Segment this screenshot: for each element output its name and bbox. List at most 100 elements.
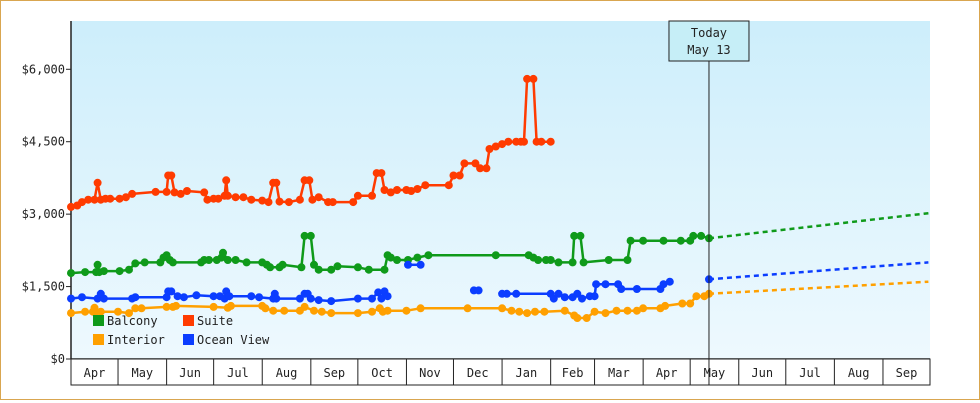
x-tick-label: Feb: [562, 366, 584, 380]
data-point: [576, 231, 585, 240]
series-interior: [67, 289, 713, 322]
data-point: [67, 294, 75, 303]
data-point: [327, 297, 336, 306]
data-point: [314, 265, 323, 274]
data-point: [137, 304, 146, 313]
data-point: [623, 256, 632, 264]
data-point: [523, 74, 532, 83]
data-point: [327, 265, 336, 274]
x-tick-label: Oct: [371, 366, 393, 380]
data-point: [368, 294, 376, 303]
data-point: [592, 280, 601, 289]
legend-item-balcony[interactable]: Balcony: [93, 314, 158, 328]
data-point: [623, 306, 632, 315]
data-point: [284, 198, 293, 207]
data-point: [560, 293, 569, 302]
data-point: [242, 258, 251, 267]
data-point: [482, 164, 491, 173]
legend-item-interior[interactable]: Interior: [93, 333, 165, 347]
data-point: [162, 302, 171, 311]
data-point: [661, 301, 670, 310]
data-point: [131, 304, 140, 313]
data-point: [96, 307, 105, 316]
today-label-box: [668, 20, 750, 62]
data-point: [474, 286, 483, 295]
data-point: [258, 196, 267, 205]
data-point: [554, 289, 563, 298]
data-point: [498, 304, 507, 313]
data-point: [449, 171, 458, 180]
data-point: [697, 231, 706, 240]
data-point: [689, 231, 698, 240]
legend[interactable]: Balcony Suite Interior Ocean View: [93, 314, 270, 347]
data-point: [78, 198, 86, 207]
series-ocean-view: [469, 286, 483, 295]
data-point: [306, 294, 315, 303]
data-point: [546, 137, 555, 146]
data-point: [173, 292, 182, 301]
legend-label: Suite: [197, 314, 233, 328]
data-point: [78, 293, 86, 302]
series-layer: [67, 74, 713, 322]
data-point: [374, 288, 383, 297]
x-tick-label: Apr: [656, 366, 678, 380]
data-point: [413, 185, 422, 193]
data-point: [692, 292, 701, 301]
x-tick-label: Jul: [227, 366, 249, 380]
data-point: [225, 292, 234, 301]
data-point: [554, 258, 563, 267]
x-tick-label: May: [131, 366, 153, 380]
data-point: [333, 262, 342, 271]
data-point: [601, 280, 610, 289]
forecast-layer: [708, 211, 929, 296]
data-point: [380, 265, 389, 274]
forecast-line-interior: [708, 280, 929, 296]
legend-item-suite[interactable]: Suite: [183, 314, 233, 328]
x-tick-label: Aug: [276, 366, 298, 380]
data-point: [67, 202, 75, 211]
data-point: [269, 306, 278, 315]
data-point: [247, 195, 256, 204]
data-point: [617, 285, 626, 293]
x-tick-label: May: [704, 366, 726, 380]
x-tick-label: Jun: [179, 366, 201, 380]
data-point: [353, 191, 362, 200]
x-axis: Apr May Jun Jul Aug Sep Oct Nov Dec Jan Feb Mar Apr M…: [70, 358, 931, 386]
data-point: [295, 195, 304, 204]
data-point: [328, 198, 337, 207]
data-point: [81, 307, 90, 316]
data-point: [485, 145, 494, 153]
data-point: [512, 289, 521, 298]
data-point: [534, 256, 543, 264]
data-point: [327, 309, 336, 318]
data-point: [424, 251, 433, 260]
data-point: [463, 304, 472, 313]
data-point: [353, 309, 362, 318]
x-tick-label: Jun: [751, 366, 773, 380]
data-point: [192, 291, 201, 300]
x-tick-label: Jan: [516, 366, 538, 380]
data-point: [247, 292, 256, 301]
data-point: [402, 306, 411, 315]
data-point: [460, 159, 469, 168]
data-point: [239, 193, 248, 202]
data-point: [573, 314, 582, 322]
data-point: [200, 188, 209, 197]
data-point: [404, 260, 412, 269]
data-point: [125, 309, 133, 318]
data-point: [300, 231, 309, 240]
data-point: [131, 259, 140, 268]
data-point: [537, 137, 546, 146]
data-point: [579, 258, 588, 267]
forecast-line-balcony: [708, 211, 929, 240]
data-point: [421, 181, 430, 190]
data-point: [407, 187, 416, 195]
data-point: [300, 302, 309, 311]
data-point: [520, 137, 528, 146]
data-point: [90, 195, 99, 204]
data-point: [204, 256, 213, 264]
data-point: [280, 306, 289, 315]
legend-item-ocean-view[interactable]: Ocean View: [183, 333, 270, 347]
data-point: [266, 263, 275, 272]
